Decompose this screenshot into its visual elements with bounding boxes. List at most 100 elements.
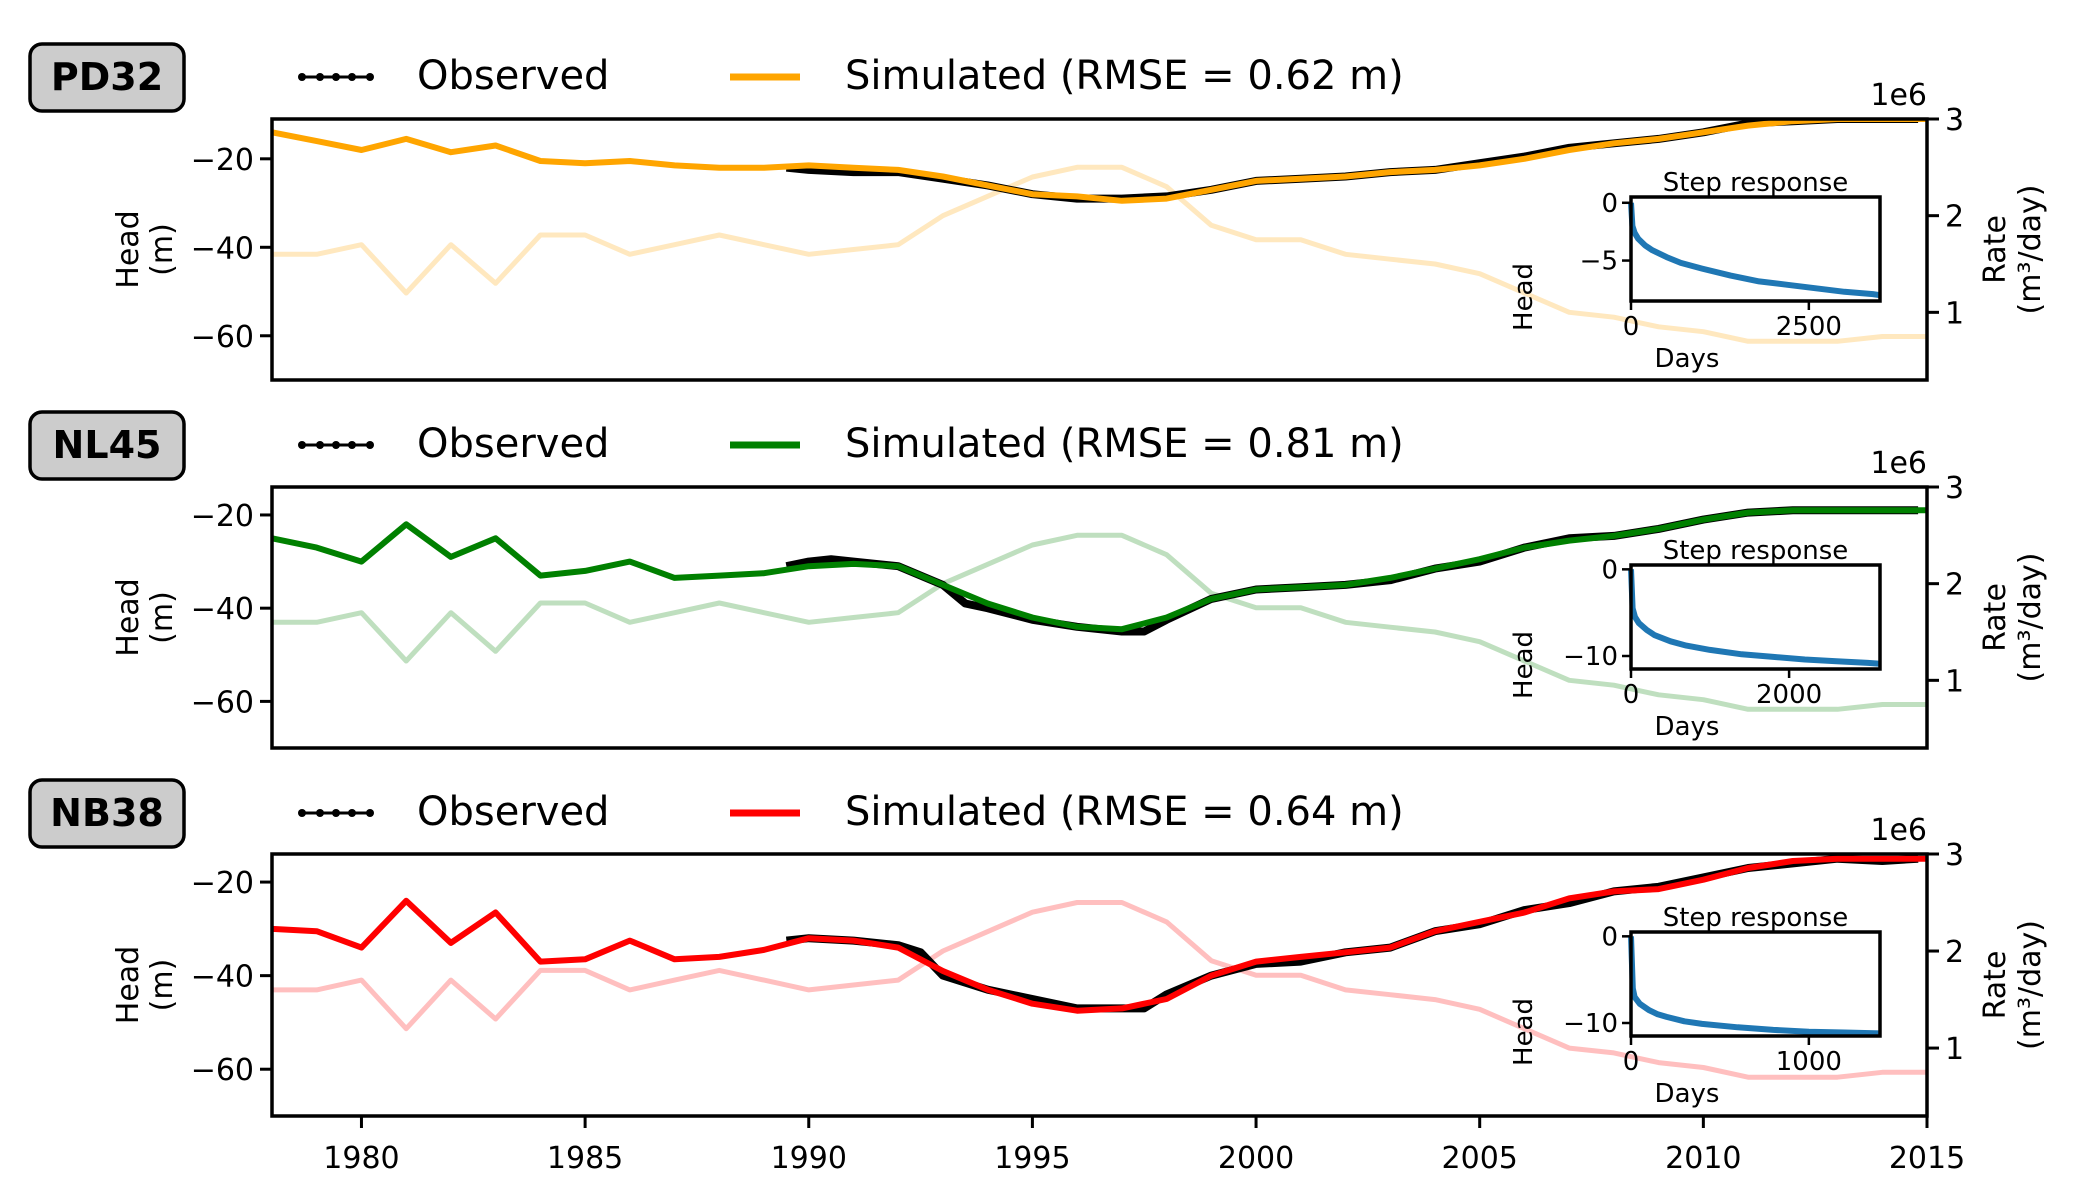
legend-observed-marker [366, 441, 374, 449]
x-tick-label: 1990 [771, 1141, 847, 1176]
inset-y-tick-label: 0 [1601, 922, 1618, 952]
y-axis-label: Head [111, 210, 146, 288]
legend-observed-marker [316, 809, 324, 817]
x-tick-label: 1985 [547, 1141, 623, 1176]
y-right-tick-label: 1 [1945, 664, 1964, 699]
step-response-line [1628, 569, 1881, 667]
y-right-axis-label: (m³/day) [2013, 185, 2048, 315]
legend-observed-label: Observed [417, 53, 609, 99]
y-right-axis-label: (m³/day) [2013, 920, 2048, 1050]
inset-x-label: Days [1655, 1079, 1720, 1109]
legend: Observed Simulated (RMSE = 0.64 m) [298, 789, 1404, 835]
y-right-tick-label: 1 [1945, 296, 1964, 331]
legend-observed-label: Observed [417, 789, 609, 835]
right-offset-label: 1e6 [1870, 446, 1927, 481]
plot-frame [270, 117, 1929, 382]
y-tick-label: −40 [191, 960, 254, 995]
right-offset-label: 1e6 [1870, 78, 1927, 113]
inset-y-tick-label: 0 [1601, 555, 1618, 585]
inset-x-tick-label: 0 [1623, 312, 1640, 342]
panel-label-box [28, 42, 186, 113]
y-tick-label: −60 [191, 320, 254, 355]
inset-background [1631, 197, 1880, 301]
y-right-axis-label: Rate [1978, 951, 2013, 1020]
y-right-axis-label: (m³/day) [2013, 553, 2048, 683]
rate-series [272, 532, 1927, 712]
inset-y-tick-label: 0 [1601, 189, 1618, 219]
panel-label-text: PD32 [51, 55, 163, 99]
inset-frame [1629, 195, 1882, 303]
y-axis-label: Head [111, 946, 146, 1024]
legend: Observed Simulated (RMSE = 0.62 m) [298, 53, 1404, 99]
x-tick-label: 1995 [994, 1141, 1070, 1176]
inset-x-tick-label: 1000 [1776, 1047, 1842, 1077]
panel-label: NL45 [28, 410, 186, 481]
step-response-line [1628, 202, 1881, 299]
legend-observed-marker [298, 441, 306, 449]
inset-y-label: Head [1509, 998, 1539, 1066]
legend-observed-marker [316, 441, 324, 449]
y-right-tick-label: 2 [1945, 200, 1964, 235]
y-axis-label: (m) [145, 959, 180, 1012]
inset-frame [1629, 930, 1882, 1038]
inset-x-label: Days [1655, 344, 1720, 374]
inset-title: Step response [1663, 903, 1849, 933]
panel-label-box [28, 778, 186, 849]
plot-frame [270, 852, 1929, 1118]
inset-y-tick-label: −5 [1580, 247, 1618, 277]
y-tick-label: −40 [191, 231, 254, 266]
x-tick-label: 2015 [1889, 1141, 1965, 1176]
legend-observed-marker [348, 441, 356, 449]
inset-title: Step response [1663, 536, 1849, 566]
rate-series [272, 900, 1927, 1080]
legend: Observed Simulated (RMSE = 0.81 m) [298, 421, 1404, 467]
x-tick-label: 1980 [323, 1141, 399, 1176]
simulated-series [272, 855, 1927, 1014]
legend-observed-marker [332, 441, 340, 449]
x-tick-label: 2010 [1665, 1141, 1741, 1176]
legend-observed-marker [298, 73, 306, 81]
legend-observed-marker [316, 73, 324, 81]
inset-x-tick-label: 0 [1623, 680, 1640, 710]
panel-nl45: NL45 Observed Simulated (RMSE = 0.81 m) −20… [28, 410, 2048, 750]
legend-observed-marker [366, 809, 374, 817]
inset-x-label: Days [1655, 712, 1720, 742]
y-right-tick-label: 1 [1945, 1032, 1964, 1067]
step-response-inset: Step response 0 −5 0 2500 Days Head [1509, 168, 1882, 374]
y-tick-label: −60 [191, 1053, 254, 1088]
legend-simulated-label: Simulated (RMSE = 0.81 m) [845, 421, 1404, 467]
y-axis-label: Head [111, 578, 146, 656]
inset-y-tick-label: −10 [1563, 642, 1618, 672]
y-right-tick-label: 3 [1945, 471, 1964, 506]
panel-label-box [28, 410, 186, 481]
legend-observed-marker [332, 809, 340, 817]
legend-observed-label: Observed [417, 421, 609, 467]
y-tick-label: −20 [191, 866, 254, 901]
inset-x-tick-label: 2500 [1776, 312, 1842, 342]
simulated-series [272, 119, 1927, 204]
inset-y-label: Head [1509, 263, 1539, 331]
rate-series [272, 164, 1927, 344]
legend-simulated-label: Simulated (RMSE = 0.62 m) [845, 53, 1404, 99]
y-right-tick-label: 2 [1945, 935, 1964, 970]
y-right-axis-label: Rate [1978, 583, 2013, 652]
x-tick-label: 2005 [1442, 1141, 1518, 1176]
y-axis-label: (m) [145, 223, 180, 276]
inset-title: Step response [1663, 168, 1849, 198]
y-right-tick-label: 3 [1945, 103, 1964, 138]
panel-label-text: NB38 [50, 791, 164, 835]
y-right-axis-label: Rate [1978, 215, 2013, 284]
right-offset-label: 1e6 [1870, 813, 1927, 848]
inset-y-tick-label: −10 [1563, 1009, 1618, 1039]
panel-pd32: PD32 Observed Simulated (RMSE = 0.62 m) −20… [28, 42, 2048, 382]
y-axis-label: (m) [145, 591, 180, 644]
panel-label-text: NL45 [53, 423, 162, 467]
legend-observed-marker [332, 73, 340, 81]
x-tick-label: 2000 [1218, 1141, 1294, 1176]
legend-simulated-label: Simulated (RMSE = 0.64 m) [845, 789, 1404, 835]
y-tick-label: −60 [191, 685, 254, 720]
legend-observed-marker [366, 73, 374, 81]
